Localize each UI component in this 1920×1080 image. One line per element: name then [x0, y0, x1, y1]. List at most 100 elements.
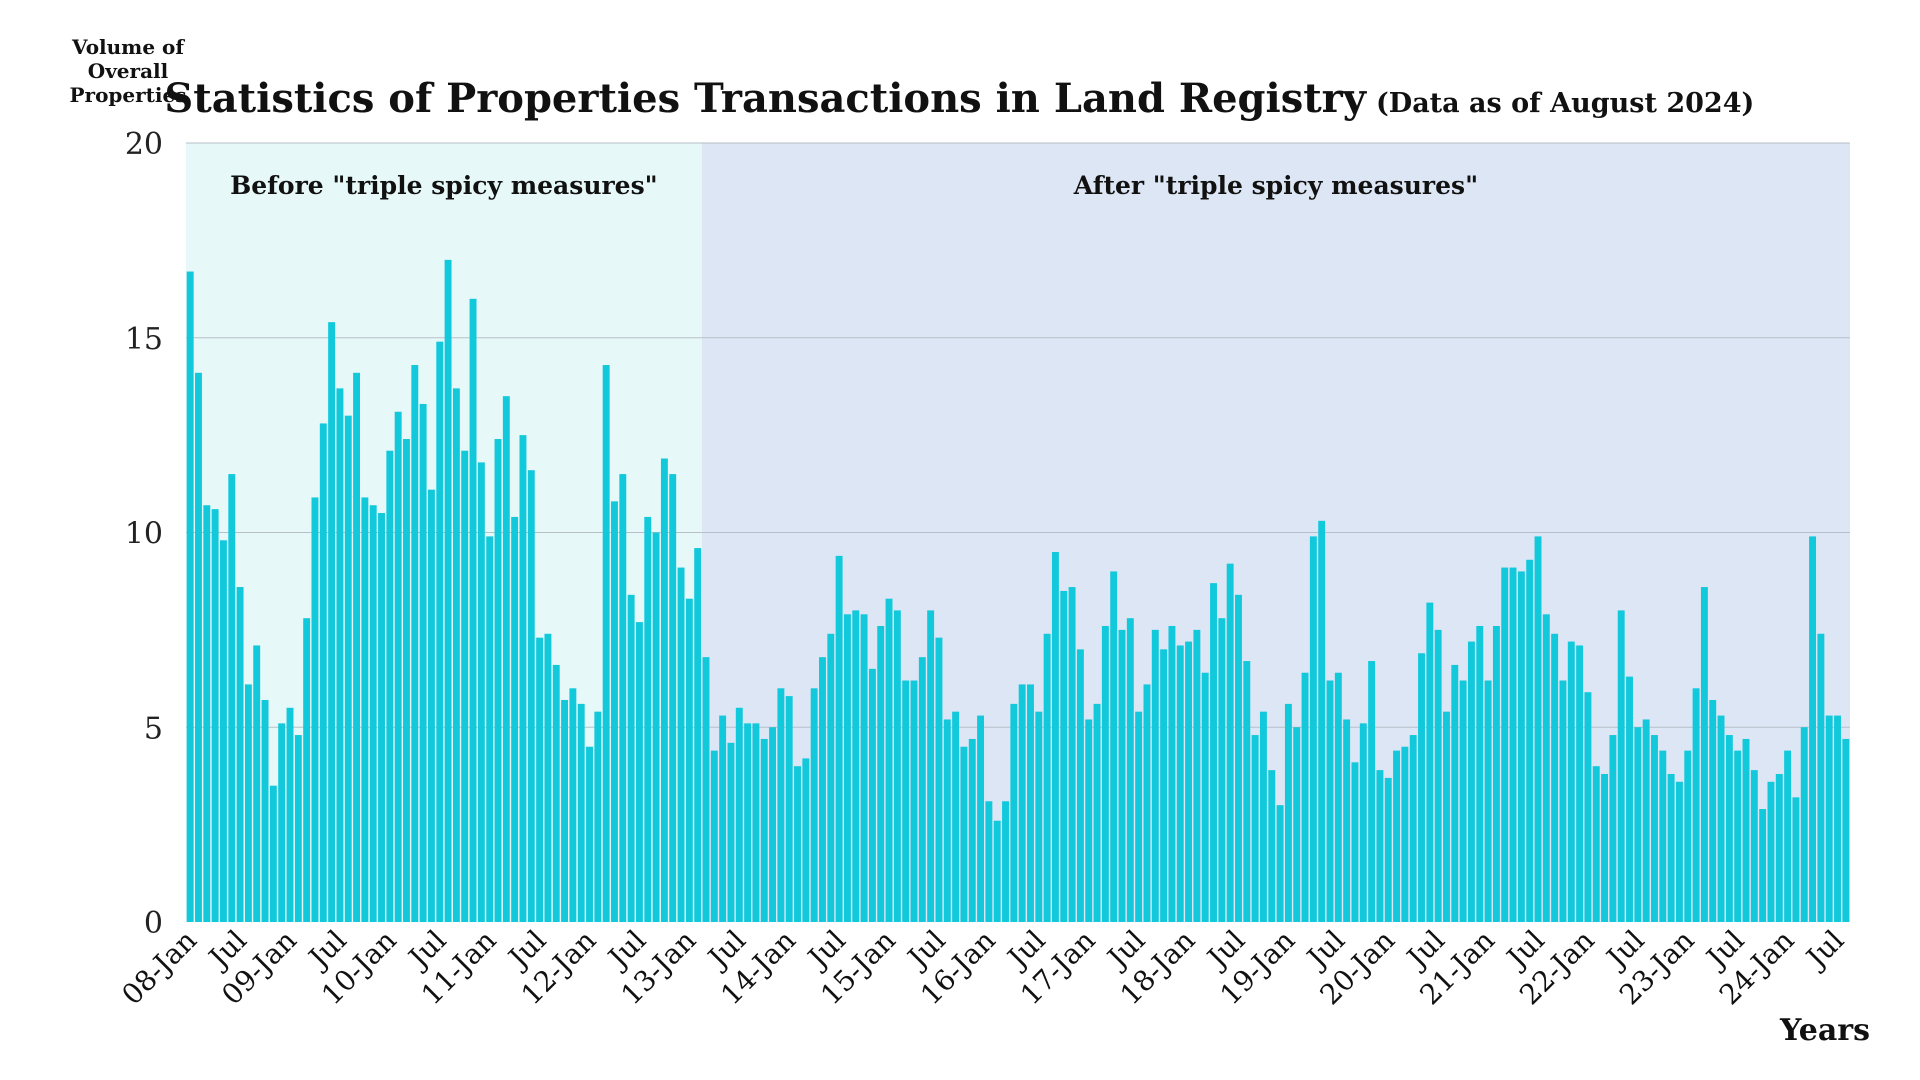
bar — [1700, 587, 1708, 922]
bar — [1517, 571, 1525, 922]
bar — [1409, 735, 1417, 922]
bar — [386, 450, 394, 922]
bar — [577, 703, 585, 922]
bar — [1359, 723, 1367, 922]
bar — [785, 696, 793, 922]
bar — [1601, 773, 1609, 922]
bar — [1684, 750, 1692, 922]
bar — [1276, 805, 1284, 922]
bar — [819, 657, 826, 922]
bar — [1800, 727, 1808, 922]
bar — [253, 645, 261, 922]
y-axis-label-line-1: Volume of — [71, 35, 185, 59]
bar — [203, 505, 211, 922]
bar — [1784, 750, 1792, 922]
bar — [735, 707, 743, 922]
bar — [1842, 738, 1850, 922]
bar — [852, 610, 860, 922]
bar — [602, 365, 610, 922]
bar — [427, 489, 435, 922]
bar — [710, 750, 718, 922]
bar — [1584, 692, 1592, 922]
bar — [1767, 781, 1775, 922]
bar — [835, 555, 843, 922]
bar — [502, 396, 510, 922]
bar — [752, 723, 760, 922]
bar — [344, 415, 352, 922]
bar — [244, 684, 252, 922]
bar — [1592, 766, 1600, 922]
bar-series — [186, 259, 1850, 923]
bar — [336, 388, 344, 922]
bar — [303, 618, 311, 922]
bar — [1384, 777, 1392, 922]
chart-title: Statistics of Properties Transactions in… — [164, 75, 1367, 122]
bar — [1376, 770, 1384, 922]
bar — [611, 501, 618, 922]
bar — [411, 365, 419, 922]
bar — [1309, 536, 1317, 922]
bar — [195, 372, 202, 922]
bar — [1401, 746, 1409, 922]
bar — [885, 598, 893, 922]
bar — [1642, 719, 1650, 922]
bar — [1060, 590, 1068, 922]
region-label-after: After "triple spicy measures" — [1073, 171, 1478, 200]
bar — [1393, 750, 1401, 922]
bar — [236, 587, 244, 922]
bar — [269, 785, 277, 922]
bar — [261, 699, 269, 922]
bar — [1725, 735, 1733, 922]
bar — [436, 341, 444, 922]
bar — [777, 688, 785, 922]
bar — [644, 516, 652, 922]
bar — [1135, 711, 1143, 922]
bar — [810, 688, 818, 922]
bar — [1093, 703, 1101, 922]
bar — [1825, 715, 1833, 922]
bar — [1484, 680, 1492, 922]
bar — [1201, 672, 1209, 922]
bar — [1326, 680, 1334, 922]
bar — [1750, 770, 1758, 922]
bar — [1717, 715, 1725, 922]
bar — [1043, 633, 1051, 922]
bar — [294, 735, 302, 922]
bar — [1284, 703, 1292, 922]
bar — [1251, 735, 1259, 922]
bar — [1185, 641, 1193, 922]
bar — [769, 727, 777, 922]
bar — [1193, 629, 1201, 922]
bar — [927, 610, 935, 922]
bar — [1692, 688, 1700, 922]
bar — [952, 711, 960, 922]
bar — [1526, 559, 1534, 922]
bar — [985, 801, 993, 922]
bar — [1634, 727, 1642, 922]
bar — [1218, 618, 1226, 922]
bar — [902, 680, 910, 922]
bar — [1143, 684, 1151, 922]
bar — [1742, 738, 1750, 922]
bar — [1617, 610, 1625, 922]
bar — [527, 470, 535, 922]
bar — [652, 532, 660, 922]
bar — [1035, 711, 1043, 922]
bar — [519, 435, 527, 922]
bar — [960, 746, 968, 922]
y-tick-label: 5 — [144, 711, 163, 746]
bar — [935, 637, 943, 922]
bar — [1609, 735, 1617, 922]
bar — [452, 388, 460, 922]
bar — [1459, 680, 1467, 922]
bar — [186, 271, 194, 922]
bar — [369, 505, 377, 922]
bar — [1343, 719, 1351, 922]
bar — [893, 610, 901, 922]
bar — [727, 742, 735, 922]
bar — [1492, 625, 1500, 922]
bar — [211, 509, 219, 922]
bar — [1110, 571, 1118, 922]
bar — [1476, 625, 1484, 922]
